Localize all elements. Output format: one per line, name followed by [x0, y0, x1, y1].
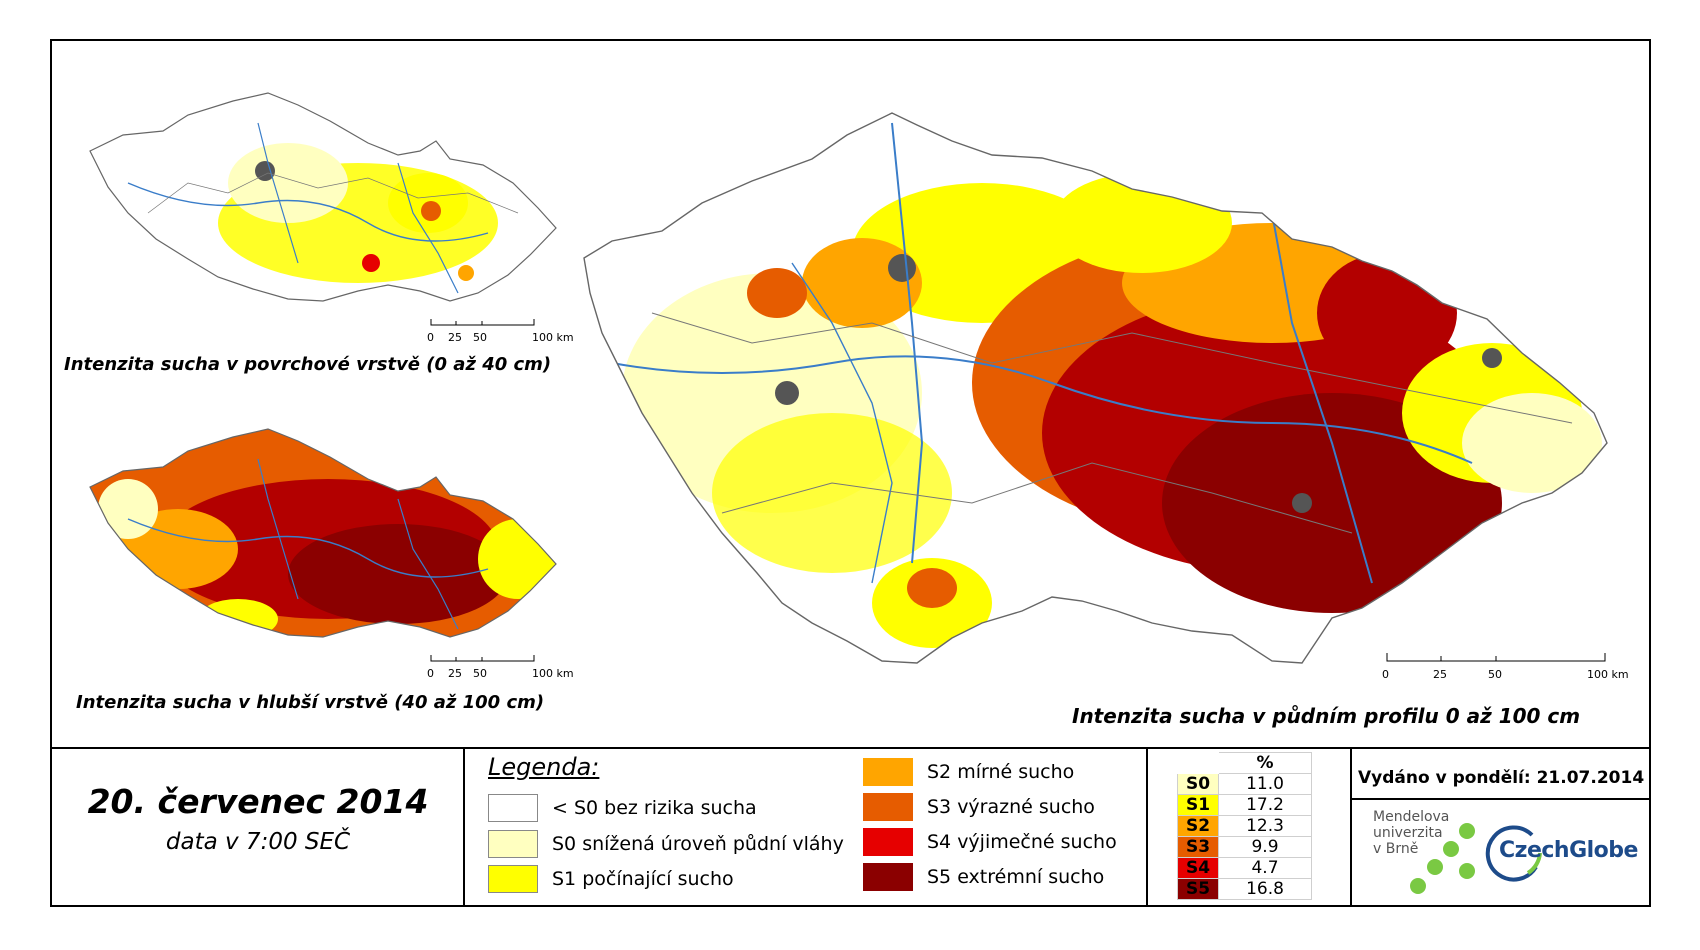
- percent-class: S2: [1177, 815, 1219, 837]
- legend-item-s2: S2 mírné sucho: [863, 757, 1074, 787]
- legend-item-s0: S0 snížená úroveň půdní vláhy: [488, 829, 844, 859]
- legend-label: S0 snížená úroveň půdní vláhy: [552, 833, 844, 855]
- mendel-logo-line: Mendelova: [1373, 809, 1450, 825]
- percent-value: 4.7: [1218, 857, 1312, 879]
- legend-item-s3: S3 výrazné sucho: [863, 792, 1095, 822]
- mendel-logo-dot: [1459, 863, 1475, 879]
- percent-value: 9.9: [1218, 836, 1312, 858]
- legend-label: S4 výjimečné sucho: [927, 831, 1117, 853]
- legend-swatch: [488, 865, 538, 893]
- legend-swatch: [863, 793, 913, 821]
- deep-layer-map: [89, 428, 557, 638]
- deep-scale-label-0: 0: [427, 667, 434, 680]
- surface-scale-label-100: 100 km: [532, 331, 574, 344]
- mendel-logo-dot: [1459, 823, 1475, 839]
- percent-row-s0: S0 11.0: [1177, 773, 1312, 795]
- profile-scale-label-0: 0: [1382, 668, 1389, 681]
- profile-map: [583, 112, 1608, 664]
- percent-row-s2: S2 12.3: [1177, 815, 1312, 837]
- issued-divider: [1352, 798, 1649, 800]
- percent-class: S3: [1177, 836, 1219, 858]
- mendel-university-logo: Mendelova univerzita v Brně: [1373, 809, 1449, 857]
- percent-value: 11.0: [1218, 773, 1312, 795]
- date-title: 20. červenec 2014: [87, 782, 429, 821]
- profile-scale-label-25: 25: [1433, 668, 1447, 681]
- legend-item-s5: S5 extrémní sucho: [863, 862, 1104, 892]
- percent-header-row: %: [1178, 752, 1312, 774]
- mendel-logo-dot: [1427, 859, 1443, 875]
- surface-scale-label-50: 50: [473, 331, 487, 344]
- legend-heading: Legenda:: [488, 753, 600, 781]
- percent-value: 12.3: [1218, 815, 1312, 837]
- separator-date: [463, 749, 465, 905]
- percent-row-s3: S3 9.9: [1177, 836, 1312, 858]
- legend-swatch: [488, 794, 538, 822]
- mendel-logo-dot: [1443, 841, 1459, 857]
- deep-scale-label-25: 25: [448, 667, 462, 680]
- percent-value: 17.2: [1218, 794, 1312, 816]
- deep-scale-label-100: 100 km: [532, 667, 574, 680]
- legend-swatch: [488, 830, 538, 858]
- bottom-divider: [52, 747, 1649, 749]
- percent-row-s4: S4 4.7: [1177, 857, 1312, 879]
- legend-swatch: [863, 758, 913, 786]
- issued-date: Vydáno v pondělí: 21.07.2014: [1358, 768, 1645, 788]
- percent-row-s5: S5 16.8: [1177, 878, 1312, 900]
- mendel-logo-line: univerzita: [1373, 825, 1443, 841]
- czechglobe-logo: CzechGlobe: [1499, 838, 1638, 863]
- legend-label: < S0 bez rizika sucha: [552, 797, 757, 819]
- date-subtitle: data v 7:00 SEČ: [165, 829, 351, 855]
- deep-scale-label-50: 50: [473, 667, 487, 680]
- legend-item-none: < S0 bez rizika sucha: [488, 793, 757, 823]
- legend-label: S5 extrémní sucho: [927, 866, 1105, 888]
- deep-map-title: Intenzita sucha v hlubší vrstvě (40 až 1…: [76, 692, 545, 713]
- legend-item-s4: S4 výjimečné sucho: [863, 827, 1117, 857]
- legend-swatch: [863, 828, 913, 856]
- percent-class: S1: [1177, 794, 1219, 816]
- profile-scale-bar: [1386, 653, 1606, 663]
- percent-class: S0: [1177, 773, 1219, 795]
- profile-scale-label-100: 100 km: [1587, 668, 1629, 681]
- surface-map-title: Intenzita sucha v povrchové vrstvě (0 až…: [64, 354, 552, 375]
- separator-legend: [1146, 749, 1148, 905]
- map-frame: 0 25 50 100 km Intenzita sucha v povrcho…: [50, 39, 1651, 907]
- percent-class: S5: [1177, 878, 1219, 900]
- czechglobe-logo-ring-icon: [1485, 825, 1542, 882]
- percent-value: 16.8: [1218, 878, 1312, 900]
- profile-scale-label-50: 50: [1488, 668, 1502, 681]
- surface-layer-map: [89, 92, 557, 302]
- mendel-logo-dot: [1410, 878, 1426, 894]
- surface-scale-label-25: 25: [448, 331, 462, 344]
- legend-label: S1 počínající sucho: [552, 868, 734, 890]
- percent-header: %: [1218, 752, 1312, 774]
- percent-class: S4: [1177, 857, 1219, 879]
- legend-label: S3 výrazné sucho: [927, 796, 1095, 818]
- legend-label: S2 mírné sucho: [927, 761, 1075, 783]
- legend-swatch: [863, 863, 913, 891]
- legend-item-s1: S1 počínající sucho: [488, 864, 734, 894]
- surface-scale-bar: [430, 319, 535, 327]
- mendel-logo-line: v Brně: [1373, 841, 1419, 857]
- percent-row-s1: S1 17.2: [1177, 794, 1312, 816]
- percent-table: % S0 11.0 S1 17.2 S2 12.3 S3 9.9 S4 4.7 …: [1177, 752, 1312, 900]
- separator-table: [1350, 749, 1352, 905]
- surface-scale-label-0: 0: [427, 331, 434, 344]
- profile-map-title: Intenzita sucha v půdním profilu 0 až 10…: [1072, 704, 1581, 728]
- deep-scale-bar: [430, 655, 535, 663]
